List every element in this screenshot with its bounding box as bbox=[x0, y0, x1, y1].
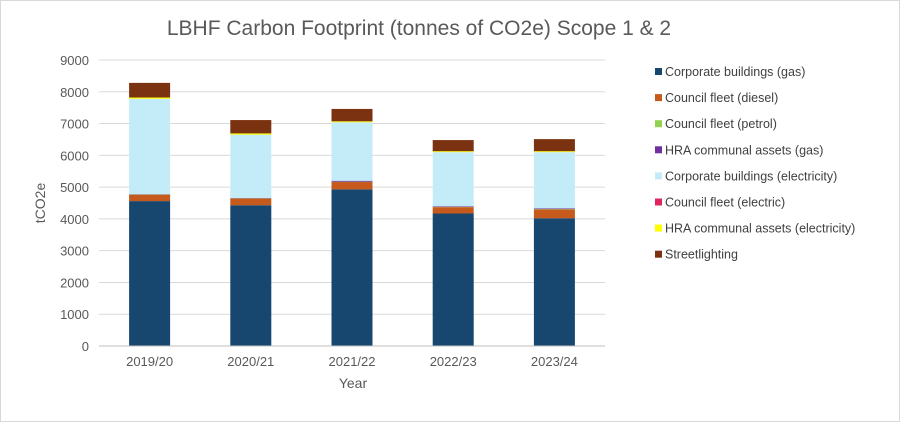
legend-item: HRA communal assets (electricity) bbox=[655, 222, 855, 236]
bar-segment bbox=[433, 206, 474, 207]
legend-swatch bbox=[655, 225, 662, 232]
legend-item: Council fleet (electric) bbox=[655, 196, 785, 210]
y-tick-label: 6000 bbox=[60, 148, 89, 163]
legend-item: Corporate buildings (electricity) bbox=[655, 169, 837, 183]
y-tick-label: 2000 bbox=[60, 275, 89, 290]
legend-label: Council fleet (petrol) bbox=[665, 117, 777, 131]
y-tick-label: 8000 bbox=[60, 85, 89, 100]
bar-segment bbox=[332, 189, 373, 346]
legend-label: Corporate buildings (electricity) bbox=[665, 169, 837, 183]
legend-label: HRA communal assets (electricity) bbox=[665, 222, 855, 236]
legend: Corporate buildings (gas) Council fleet (… bbox=[655, 65, 855, 262]
legend-item: Council fleet (petrol) bbox=[655, 117, 777, 131]
bar-segment bbox=[332, 121, 373, 122]
x-tick-label: 2022/23 bbox=[430, 354, 477, 369]
bar-segment bbox=[433, 213, 474, 346]
y-tick-label: 4000 bbox=[60, 212, 89, 227]
legend-label: HRA communal assets (gas) bbox=[665, 143, 823, 157]
y-tick-label: 3000 bbox=[60, 244, 89, 259]
legend-item: Corporate buildings (gas) bbox=[655, 65, 805, 79]
y-tick-label: 5000 bbox=[60, 180, 89, 195]
legend-label: Streetlighting bbox=[665, 248, 738, 262]
bar-segment bbox=[129, 201, 170, 346]
bar-segment bbox=[230, 135, 271, 198]
bar-segment bbox=[433, 140, 474, 151]
bar-segment bbox=[433, 207, 474, 213]
y-tick-label: 1000 bbox=[60, 307, 89, 322]
y-tick-label: 9000 bbox=[60, 53, 89, 68]
bar-segment bbox=[129, 83, 170, 98]
x-tick-label: 2020/21 bbox=[227, 354, 274, 369]
bar-segment bbox=[332, 109, 373, 121]
bar-segment bbox=[230, 133, 271, 134]
bar-segment bbox=[332, 182, 373, 189]
bar-segment bbox=[129, 99, 170, 194]
bar-segment bbox=[534, 208, 575, 209]
y-tick-label: 7000 bbox=[60, 117, 89, 132]
bar-segment bbox=[230, 199, 271, 206]
x-axis-label: Year bbox=[339, 375, 368, 391]
bar-segment bbox=[332, 122, 373, 180]
bar-segment bbox=[332, 181, 373, 182]
legend-label: Council fleet (electric) bbox=[665, 196, 785, 210]
x-tick-label: 2023/24 bbox=[531, 354, 578, 369]
chart-title: LBHF Carbon Footprint (tonnes of CO2e) S… bbox=[167, 17, 671, 40]
bar-segment bbox=[433, 152, 474, 206]
bar-segment bbox=[129, 195, 170, 201]
legend-swatch bbox=[655, 146, 662, 153]
bar-segment bbox=[534, 152, 575, 208]
legend-swatch bbox=[655, 94, 662, 101]
bar-segment bbox=[534, 139, 575, 151]
legend-swatch bbox=[655, 120, 662, 127]
legend-item: Streetlighting bbox=[655, 248, 738, 262]
legend-label: Council fleet (diesel) bbox=[665, 91, 778, 105]
y-axis-label: tCO2e bbox=[32, 183, 48, 224]
bar-segment bbox=[534, 209, 575, 218]
legend-item: HRA communal assets (gas) bbox=[655, 143, 823, 157]
x-tick-label: 2019/20 bbox=[126, 354, 173, 369]
legend-swatch bbox=[655, 172, 662, 179]
legend-swatch bbox=[655, 199, 662, 206]
y-tick-label: 0 bbox=[82, 339, 89, 354]
legend-swatch bbox=[655, 68, 662, 75]
legend-item: Council fleet (diesel) bbox=[655, 91, 778, 105]
bar-segment bbox=[433, 151, 474, 152]
bar-segment bbox=[230, 120, 271, 133]
bar-segment bbox=[534, 151, 575, 152]
y-axis-ticks: 0 1000 2000 3000 4000 5000 6000 7000 8000 9000 bbox=[60, 53, 89, 354]
legend-label: Corporate buildings (gas) bbox=[665, 65, 805, 79]
bar-segment bbox=[129, 97, 170, 98]
legend-swatch bbox=[655, 251, 662, 258]
bar-segment bbox=[230, 205, 271, 346]
bar-segment bbox=[534, 218, 575, 346]
bars bbox=[129, 83, 575, 346]
x-axis-ticks: 2019/20 2020/21 2021/22 2022/23 2023/24 bbox=[126, 354, 578, 369]
x-tick-label: 2021/22 bbox=[329, 354, 376, 369]
